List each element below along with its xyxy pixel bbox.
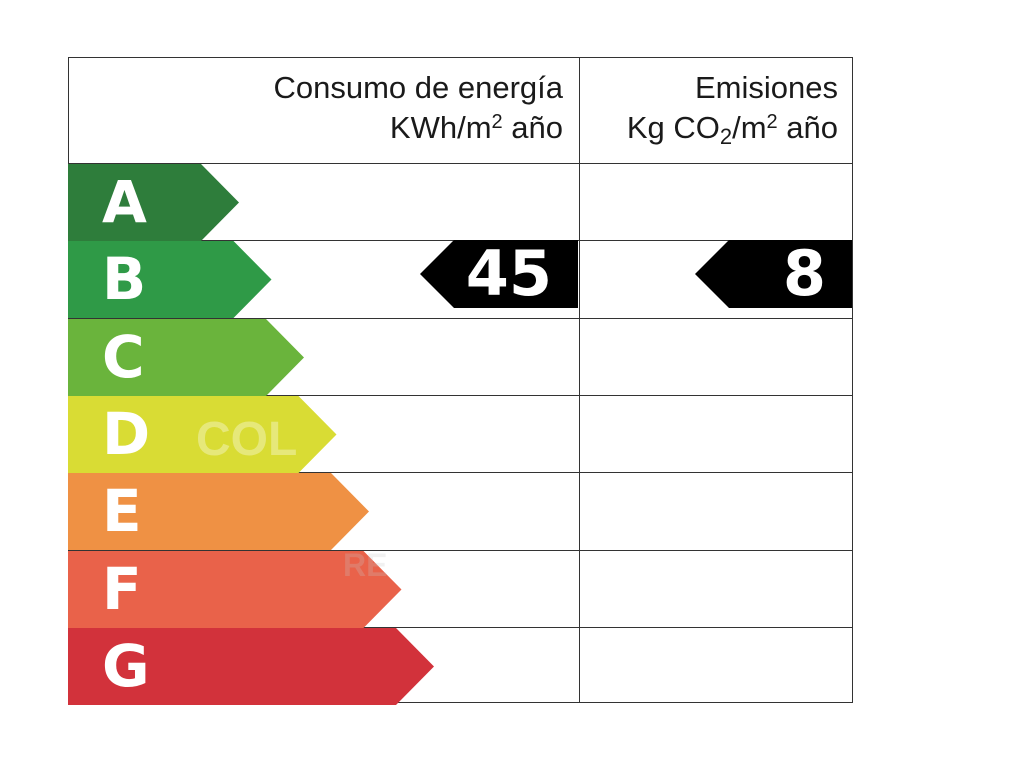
energy-unit-exponent: 2 [491, 111, 503, 133]
rating-letter: D [102, 399, 152, 468]
row-divider [68, 163, 853, 164]
row-divider [68, 626, 853, 628]
emissions-unit-suffix: año [777, 110, 838, 145]
rating-letter: E [102, 477, 143, 546]
row-divider [68, 394, 853, 396]
energy-pointer: 45 [420, 237, 578, 311]
rating-arrow-d: D [68, 395, 337, 473]
rating-arrow-e: E [68, 473, 369, 551]
row-divider [68, 317, 853, 319]
emissions-pointer-value: 8 [782, 237, 826, 311]
energy-header: Consumo de energía KWh/m2 año [168, 71, 563, 145]
emissions-header-title: Emisiones [695, 70, 838, 105]
emissions-header-unit: Kg CO2/m2 año [583, 105, 838, 154]
rating-arrow-g: G [68, 627, 434, 705]
row-divider [68, 472, 853, 474]
rating-letter: A [102, 168, 148, 236]
rating-arrow-a: A [68, 164, 239, 241]
rating-letter: F [102, 554, 143, 623]
energy-label: Consumo de energía KWh/m2 año Emisiones … [68, 57, 853, 705]
row-divider [68, 549, 853, 551]
column-divider [579, 57, 580, 703]
emissions-unit-exponent: 2 [766, 111, 778, 133]
energy-pointer-value: 45 [465, 237, 552, 311]
emissions-pointer: 8 [695, 237, 852, 311]
energy-header-unit: KWh/m2 año [168, 105, 563, 145]
rating-arrow-c: C [68, 318, 304, 396]
emissions-header: Emisiones Kg CO2/m2 año [583, 71, 838, 154]
emissions-unit-subscript: 2 [719, 124, 733, 149]
rating-letter: C [102, 322, 146, 391]
rating-arrow-f: F [68, 550, 402, 628]
rating-arrow-b: B [68, 241, 272, 319]
emissions-unit-b: /m [732, 110, 767, 145]
energy-unit-prefix: KWh/m [389, 110, 492, 145]
energy-unit-suffix: año [502, 110, 563, 145]
rating-letter: B [102, 245, 148, 314]
rating-letter: G [102, 631, 151, 700]
energy-header-title: Consumo de energía [273, 70, 563, 105]
emissions-unit-a: Kg CO [626, 110, 720, 145]
